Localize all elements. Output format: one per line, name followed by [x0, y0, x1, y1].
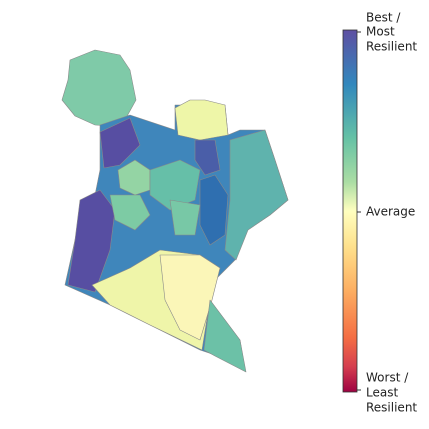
- region: [194, 139, 221, 176]
- region: [199, 174, 229, 246]
- colorbar-label: Worst /: [366, 371, 409, 385]
- region: [203, 299, 247, 373]
- region: [67, 189, 116, 293]
- map: [61, 49, 289, 373]
- colorbar-label: Resilient: [366, 40, 417, 54]
- colorbar-label: Least: [366, 386, 398, 400]
- colorbar-label: Resilient: [366, 401, 417, 415]
- region: [159, 254, 221, 341]
- colorbar-label: Most: [366, 25, 395, 39]
- region: [224, 129, 289, 261]
- region: [174, 99, 229, 141]
- colorbar-label: Average: [366, 205, 415, 219]
- region: [99, 117, 141, 169]
- region: [61, 49, 137, 127]
- region: [149, 159, 201, 211]
- colorbar-label: Best /: [366, 11, 401, 25]
- region: [109, 194, 151, 231]
- region: [169, 199, 201, 236]
- colorbar: [342, 29, 358, 393]
